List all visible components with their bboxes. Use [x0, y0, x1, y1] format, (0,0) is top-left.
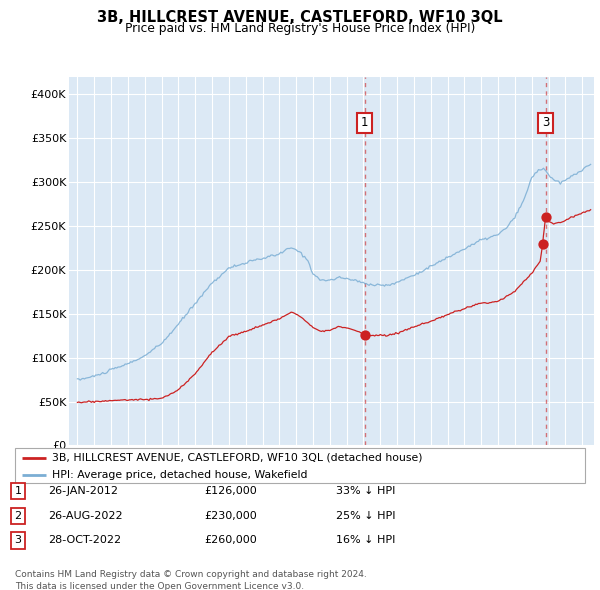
Text: 3B, HILLCREST AVENUE, CASTLEFORD, WF10 3QL: 3B, HILLCREST AVENUE, CASTLEFORD, WF10 3… [97, 10, 503, 25]
Text: Price paid vs. HM Land Registry's House Price Index (HPI): Price paid vs. HM Land Registry's House … [125, 22, 475, 35]
Text: 26-AUG-2022: 26-AUG-2022 [48, 511, 122, 520]
Text: £126,000: £126,000 [204, 486, 257, 496]
Text: £230,000: £230,000 [204, 511, 257, 520]
Text: 3B, HILLCREST AVENUE, CASTLEFORD, WF10 3QL (detached house): 3B, HILLCREST AVENUE, CASTLEFORD, WF10 3… [52, 453, 422, 463]
Text: 3: 3 [542, 116, 550, 129]
Text: 16% ↓ HPI: 16% ↓ HPI [336, 536, 395, 545]
Text: £260,000: £260,000 [204, 536, 257, 545]
Text: 26-JAN-2012: 26-JAN-2012 [48, 486, 118, 496]
FancyBboxPatch shape [15, 448, 585, 483]
Text: 33% ↓ HPI: 33% ↓ HPI [336, 486, 395, 496]
Point [541, 212, 551, 222]
Text: 1: 1 [361, 116, 368, 129]
Text: 2: 2 [14, 511, 22, 520]
Text: 25% ↓ HPI: 25% ↓ HPI [336, 511, 395, 520]
Text: 3: 3 [14, 536, 22, 545]
Point [360, 330, 370, 340]
Point [538, 239, 547, 248]
Text: 28-OCT-2022: 28-OCT-2022 [48, 536, 121, 545]
Text: Contains HM Land Registry data © Crown copyright and database right 2024.
This d: Contains HM Land Registry data © Crown c… [15, 570, 367, 590]
Text: HPI: Average price, detached house, Wakefield: HPI: Average price, detached house, Wake… [52, 470, 308, 480]
Text: 1: 1 [14, 486, 22, 496]
